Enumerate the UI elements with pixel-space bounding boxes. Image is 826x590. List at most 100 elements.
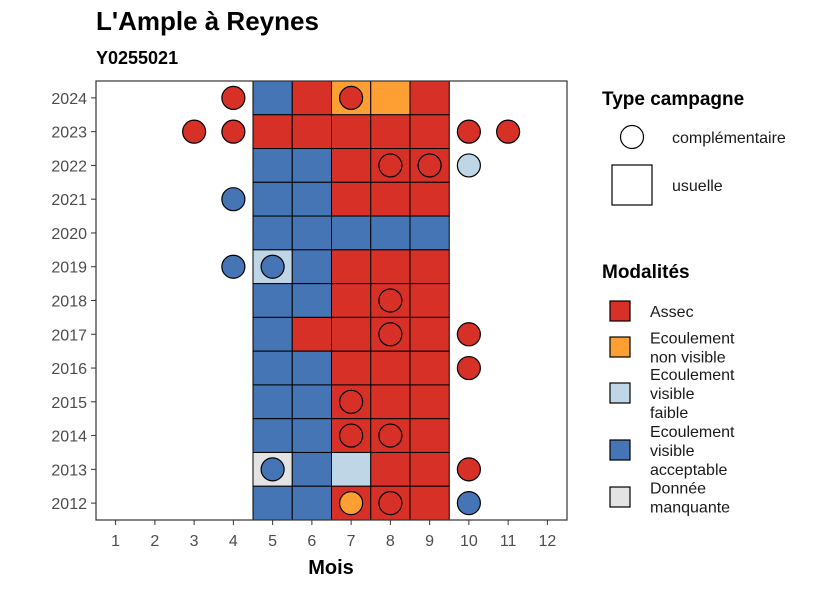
tile-2017-m6 bbox=[291, 316, 332, 352]
point-2022-m8 bbox=[378, 153, 403, 178]
legend-label-ecoulement_acceptable: visible bbox=[650, 443, 695, 460]
x-tick-label: 6 bbox=[307, 533, 316, 550]
tile-2018-m6 bbox=[291, 283, 332, 318]
tile-2012-m6 bbox=[291, 485, 332, 521]
y-tick-label: 2022 bbox=[51, 158, 87, 175]
tile-2019-m7 bbox=[331, 249, 372, 285]
x-axis: 1 2 3 4 5 6 7 8 9 10 11 12 bbox=[111, 520, 556, 550]
tile-2014-m9 bbox=[409, 418, 450, 453]
tile-2024-m6 bbox=[291, 80, 332, 116]
legend-key-donnee_manquante bbox=[609, 486, 631, 508]
point-2024-m4 bbox=[221, 85, 246, 110]
tile-2020-m6 bbox=[291, 215, 332, 251]
point-2012-m10 bbox=[456, 491, 481, 516]
y-tick-label: 2015 bbox=[51, 395, 87, 412]
tile-2022-m5 bbox=[252, 148, 293, 183]
tile-2024-m5 bbox=[252, 80, 293, 116]
legend-key-ecoulement_non_visible bbox=[609, 336, 631, 358]
y-tick-label: 2023 bbox=[51, 125, 87, 142]
legend-label-ecoulement_non_visible: Ecoulement bbox=[650, 331, 735, 348]
y-tick-label: 2021 bbox=[51, 192, 87, 209]
tile-2022-m7 bbox=[331, 148, 372, 183]
legend-label-ecoulement_acceptable: acceptable bbox=[650, 462, 727, 479]
x-tick-label: 7 bbox=[347, 533, 356, 550]
point-2023-m3 bbox=[182, 119, 207, 144]
y-tick-label: 2016 bbox=[51, 361, 87, 378]
tile-2023-m6 bbox=[291, 114, 332, 150]
tile-2021-m9 bbox=[409, 181, 450, 217]
point-2014-m8 bbox=[378, 423, 403, 448]
x-tick-label: 1 bbox=[111, 533, 120, 550]
tile-2013-m7 bbox=[331, 451, 372, 487]
point-2019-m5 bbox=[260, 254, 285, 279]
tile-2023-m5 bbox=[252, 114, 293, 150]
tile-2018-m5 bbox=[252, 283, 293, 318]
point-2016-m10 bbox=[456, 355, 481, 381]
legend-label-assec: Assec bbox=[650, 304, 694, 321]
tile-2021-m7 bbox=[331, 181, 372, 217]
tile-2018-m9 bbox=[409, 283, 450, 318]
tile-2019-m9 bbox=[409, 249, 450, 285]
y-tick-label: 2018 bbox=[51, 294, 87, 311]
x-tick-label: 4 bbox=[229, 533, 238, 550]
y-tick-label: 2019 bbox=[51, 260, 87, 277]
usuelle-tiles bbox=[252, 80, 450, 521]
legend-label-ecoulement_faible: faible bbox=[650, 405, 688, 422]
tile-2024-m9 bbox=[409, 80, 450, 116]
tile-2013-m8 bbox=[370, 451, 411, 487]
legend-label-ecoulement_acceptable: Ecoulement bbox=[650, 424, 735, 441]
y-tick-label: 2020 bbox=[51, 226, 87, 243]
tile-2014-m6 bbox=[291, 418, 332, 453]
point-2024-m7 bbox=[339, 85, 364, 110]
point-2023-m10 bbox=[456, 119, 481, 144]
chart-title: L'Ample à Reynes bbox=[96, 6, 319, 36]
legend-key-assec bbox=[609, 300, 631, 322]
tile-2020-m9 bbox=[409, 215, 450, 251]
tile-2015-m9 bbox=[409, 384, 450, 420]
tile-2016-m5 bbox=[252, 350, 293, 386]
chart-subtitle: Y0255021 bbox=[96, 48, 178, 68]
legend-key-ecoulement_acceptable bbox=[609, 439, 631, 461]
tile-2015-m5 bbox=[252, 384, 293, 420]
tile-2017-m5 bbox=[252, 316, 293, 352]
x-tick-label: 12 bbox=[538, 533, 556, 550]
point-2018-m8 bbox=[378, 288, 403, 313]
tile-2021-m5 bbox=[252, 181, 293, 217]
legend-circle-symbol bbox=[619, 124, 645, 150]
tile-2020-m7 bbox=[331, 215, 372, 251]
point-2017-m10 bbox=[456, 322, 481, 347]
x-tick-label: 10 bbox=[460, 533, 478, 550]
tile-2012-m5 bbox=[252, 485, 293, 521]
point-2022-m9 bbox=[417, 153, 442, 178]
x-tick-label: 2 bbox=[150, 533, 159, 550]
y-tick-label: 2012 bbox=[51, 496, 87, 513]
plot-area bbox=[95, 80, 568, 521]
y-tick-label: 2024 bbox=[51, 91, 87, 108]
tile-2022-m6 bbox=[291, 148, 332, 183]
x-tick-label: 11 bbox=[500, 533, 517, 550]
point-2022-m10 bbox=[456, 153, 481, 178]
legend-label-ecoulement_faible: Ecoulement bbox=[650, 367, 735, 384]
tile-2019-m8 bbox=[370, 249, 411, 285]
tile-2014-m5 bbox=[252, 418, 293, 453]
point-2013-m5 bbox=[260, 457, 285, 482]
point-2013-m10 bbox=[456, 457, 481, 482]
tile-2023-m7 bbox=[331, 114, 372, 150]
point-2012-m7 bbox=[339, 491, 364, 516]
tile-2017-m7 bbox=[331, 316, 372, 352]
tile-2013-m6 bbox=[291, 451, 332, 487]
y-tick-label: 2014 bbox=[51, 429, 87, 446]
legend-square-symbol bbox=[611, 164, 653, 206]
x-tick-label: 8 bbox=[386, 533, 395, 550]
complementaire-points bbox=[182, 85, 521, 516]
legend-usuelle-label: usuelle bbox=[672, 178, 723, 195]
point-2012-m8 bbox=[378, 491, 403, 516]
point-2021-m4 bbox=[221, 187, 246, 212]
tile-2016-m6 bbox=[291, 350, 332, 386]
tile-2013-m9 bbox=[409, 451, 450, 487]
tile-2021-m8 bbox=[370, 181, 411, 217]
legend-key-ecoulement_faible bbox=[609, 382, 631, 404]
x-tick-label: 9 bbox=[425, 533, 434, 550]
legend-label-ecoulement_faible: visible bbox=[650, 386, 695, 403]
